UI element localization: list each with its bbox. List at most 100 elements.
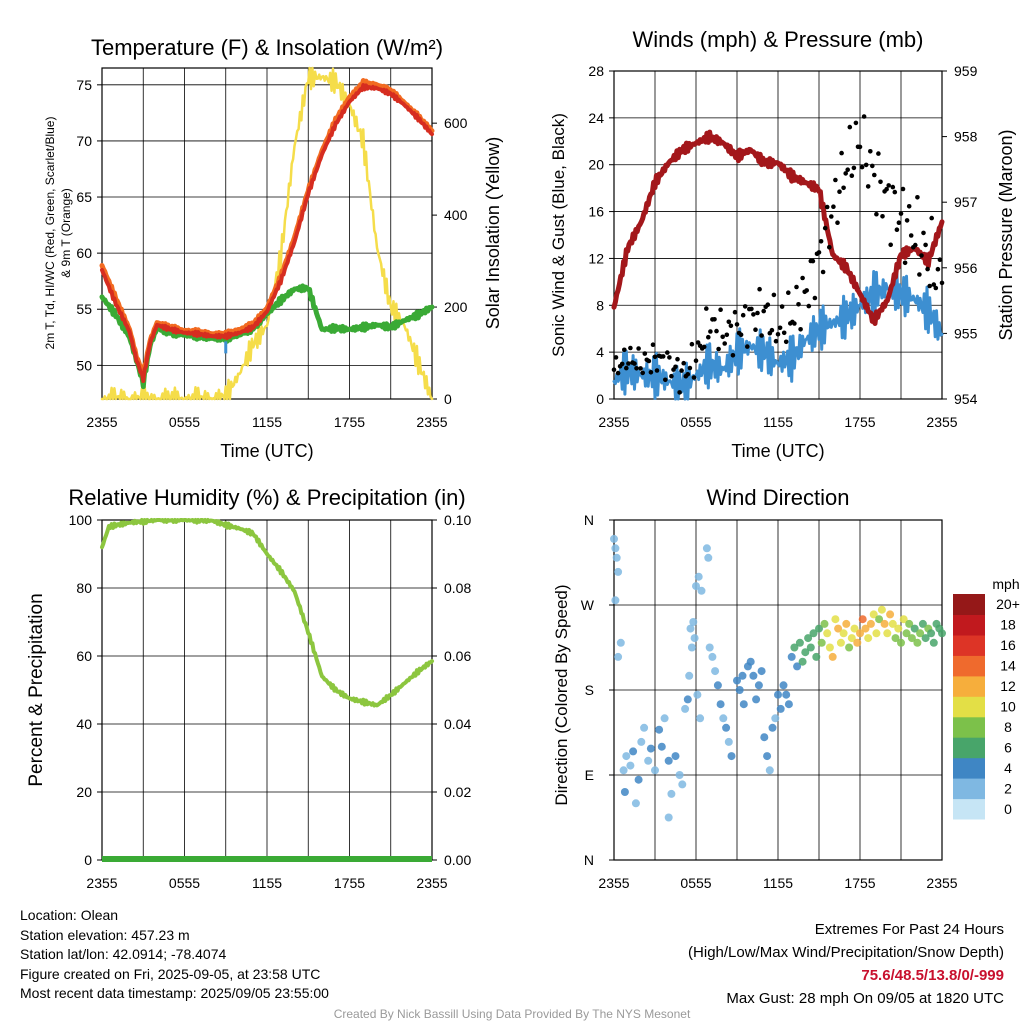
gust-point [757, 286, 762, 292]
direction-point [671, 752, 680, 761]
direction-point [705, 643, 714, 652]
direction-point [877, 605, 886, 614]
gust-point [824, 204, 830, 210]
direction-point [782, 690, 791, 699]
gust-point [726, 319, 732, 325]
gust-point [722, 341, 727, 346]
direction-point [869, 610, 878, 619]
gust-point [827, 244, 832, 250]
x-tick-label: 0555 [680, 875, 711, 891]
direction-point [724, 737, 733, 746]
gust-point [843, 171, 848, 176]
gust-point [667, 355, 672, 360]
direction-point [866, 619, 875, 628]
x-tick-label: 1155 [763, 875, 793, 891]
y-tick-label: E [585, 767, 594, 783]
direction-point [872, 629, 881, 638]
direction-point [905, 619, 914, 628]
direction-point [626, 761, 635, 770]
colorbar-label: 4 [1004, 760, 1012, 776]
gust-point [870, 163, 875, 169]
gust-point [718, 307, 723, 313]
gust-point [865, 184, 871, 189]
direction-point [708, 652, 717, 661]
gust-point [800, 275, 805, 281]
y-tick-label: 28 [588, 63, 604, 79]
direction-point [779, 681, 788, 690]
series-solar-insolation [100, 66, 434, 401]
x-tick-label: 2355 [926, 414, 957, 430]
direction-point [689, 618, 698, 626]
x-tick-label: 2355 [598, 414, 629, 430]
gust-point [880, 214, 885, 219]
y-tick-label: N [584, 852, 594, 868]
direction-point [667, 789, 676, 798]
gust-point [798, 327, 803, 332]
extremes-info: Extremes For Past 24 Hours (High/Low/Max… [688, 918, 1004, 1010]
gust-point [738, 332, 744, 338]
gust-point [931, 282, 937, 287]
direction-point [845, 643, 854, 652]
direction-point [894, 624, 903, 633]
gust-point [900, 186, 906, 192]
direction-point [858, 615, 867, 624]
gust-point [913, 242, 918, 248]
gust-point [628, 345, 633, 351]
gust-point [716, 346, 721, 352]
direction-point [795, 638, 804, 647]
colorbar-swatch [953, 757, 985, 779]
direction-point [678, 780, 687, 789]
y-axis-label: Direction (Colored By Speed) [552, 584, 571, 805]
max-gust: Max Gust: 28 mph On 09/05 at 1820 UTC [726, 990, 1004, 1007]
direction-point [727, 752, 736, 761]
y2-tick-label: 400 [444, 207, 468, 223]
gust-point [775, 332, 781, 337]
direction-point [704, 553, 713, 562]
direction-point [746, 657, 755, 666]
y-tick-label: 75 [76, 77, 92, 93]
y2-axis-label: Solar Insolation (Yellow) [483, 137, 503, 329]
gust-point [837, 189, 842, 194]
direction-point [644, 756, 653, 765]
direction-point [828, 652, 837, 661]
direction-point [798, 657, 807, 666]
panel-title: Winds (mph) & Pressure (mb) [633, 27, 924, 52]
direction-point [687, 643, 696, 652]
gust-point [876, 151, 881, 156]
y-tick-label: 24 [588, 110, 604, 126]
direction-point [696, 714, 705, 723]
gust-point [654, 368, 660, 373]
gust-point [613, 355, 619, 360]
direction-point [716, 700, 725, 709]
x-axis-label: Time (UTC) [220, 441, 313, 461]
colorbar-swatch [953, 634, 985, 656]
colorbar-label: 20+ [996, 596, 1020, 612]
direction-point [685, 671, 694, 680]
direction-point [875, 615, 884, 624]
direction-point [610, 534, 618, 543]
direction-point [664, 756, 673, 765]
gust-point [863, 162, 869, 168]
gust-point [839, 150, 844, 156]
extremes-subtitle: (High/Low/Max Wind/Precipitation/Snow De… [688, 944, 1004, 961]
gust-point [708, 329, 713, 334]
gust-point [615, 370, 621, 376]
gust-point [730, 353, 736, 358]
gust-point [771, 292, 777, 298]
gust-point [769, 327, 775, 333]
gust-point [925, 266, 930, 272]
x-tick-label: 2355 [86, 414, 117, 430]
direction-point [733, 676, 741, 685]
x-tick-label: 1155 [252, 875, 282, 891]
direction-point [804, 634, 813, 643]
direction-point [657, 742, 666, 751]
direction-point [675, 771, 684, 779]
gust-point [831, 204, 836, 209]
direction-point [913, 638, 922, 647]
direction-point [839, 629, 848, 638]
gust-point [833, 177, 838, 183]
direction-point [806, 643, 815, 652]
direction-point [760, 733, 769, 742]
x-tick-label: 2355 [926, 875, 957, 891]
gust-point [751, 312, 756, 317]
